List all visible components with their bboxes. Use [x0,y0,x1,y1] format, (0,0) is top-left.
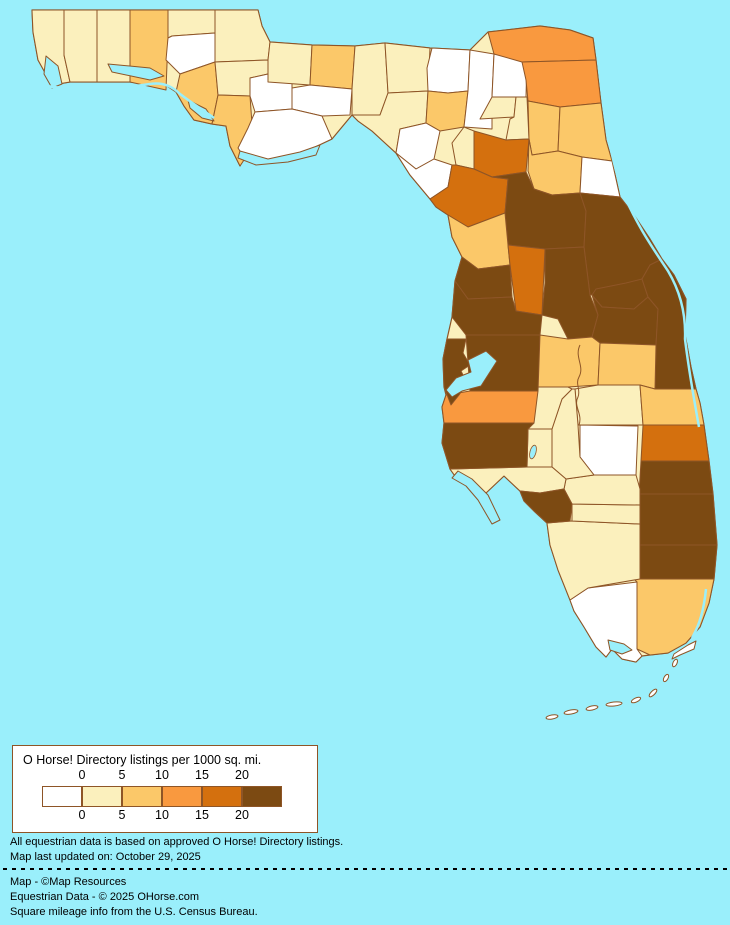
legend-tick-bottom-20: 20 [235,808,249,822]
upper-keys-strip [671,640,697,660]
county-jackson [214,9,271,63]
florida-keys-island-3 [585,705,599,711]
legend-tick-top-5: 5 [118,768,126,782]
county-palm-beach [635,493,718,546]
intracoastal-waterway-2 [37,82,215,120]
county-hamilton [426,47,471,94]
legend-swatch-10-15 [162,786,202,807]
florida-keys-island-7 [662,673,670,683]
county-lee [519,488,573,524]
county-glades [563,474,641,506]
charlotte-harbor [451,470,501,525]
florida-keys-island-5 [630,696,642,704]
legend-title: O Horse! Directory listings per 1000 sq.… [23,753,262,767]
county-hendry [571,503,641,525]
dashed-divider [3,868,730,870]
county-desoto [526,428,553,468]
county-duval [521,59,602,108]
choctawhatchee-bay [107,63,165,81]
last-updated-note: Map last updated on: October 29, 2025 [10,851,201,863]
pensacola-bay [43,55,63,89]
legend-swatch-5-10 [122,786,162,807]
florida-keys-island-1 [545,714,559,720]
county-polk [529,334,601,388]
legend-tick-bottom-5: 5 [118,808,126,822]
kissimmee-river [576,344,582,426]
legend-swatch-0-5 [82,786,122,807]
county-osceola [597,342,657,390]
county-madison [384,42,431,94]
county-osceola-south [574,384,644,426]
florida-keys-island-4 [605,701,623,707]
map-credit: Map - ©Map Resources [10,876,127,888]
florida-keys-island-8 [672,658,678,668]
county-leon [309,44,356,90]
florida-keys-island-6 [648,688,658,698]
county-jefferson [351,42,389,116]
data-source-note: All equestrian data is based on approved… [10,836,344,848]
county-santa-rosa [63,9,98,83]
county-brevard [641,258,697,390]
lake-istokpoga [529,444,537,460]
legend-tick-top-15: 15 [195,768,209,782]
whitewater-bay [607,639,633,655]
county-sarasota [441,422,535,470]
census-credit: Square mileage info from the U.S. Census… [10,906,258,918]
legend-tick-bottom-10: 10 [155,808,169,822]
county-monroe [569,581,643,663]
county-nassau [487,25,597,63]
county-flagler [579,156,621,198]
legend-swatch-15-20 [202,786,242,807]
florida-keys-island-2 [563,709,579,715]
intracoastal-waterway-1 [595,47,701,428]
county-martin [638,460,714,495]
county-st-lucie [640,424,710,462]
county-clay [527,100,561,156]
legend-tick-top-10: 10 [155,768,169,782]
county-broward [633,544,718,580]
legend-tick-top-20: 20 [235,768,249,782]
county-suwannee [425,90,469,132]
county-gadsden [267,41,313,86]
legend-swatch-0 [42,786,82,807]
apalachicola-bay [237,144,321,166]
legend-box: O Horse! Directory listings per 1000 sq.… [12,745,318,833]
equestrian-data-credit: Equestrian Data - © 2025 OHorse.com [10,891,200,903]
intracoastal-waterway-3 [690,588,708,639]
legend-tick-bottom-0: 0 [78,808,86,822]
legend-tick-bottom-15: 15 [195,808,209,822]
legend-tick-top-0: 0 [78,768,86,782]
legend-swatch-20+ [242,786,282,807]
tampa-bay [445,350,498,398]
